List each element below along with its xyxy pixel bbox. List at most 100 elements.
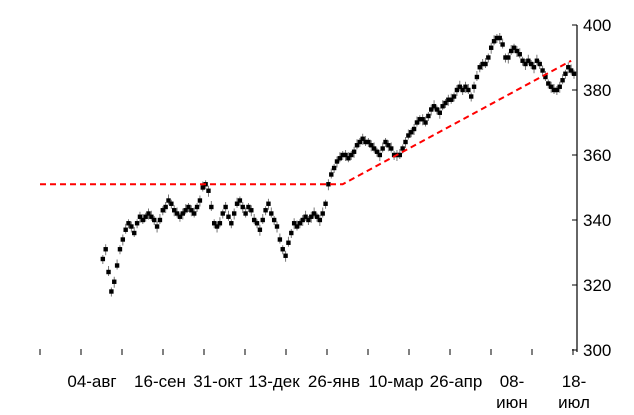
price-bar <box>114 259 120 270</box>
price-bar <box>383 138 388 147</box>
price-bar <box>554 86 560 95</box>
x-axis-ticks: 04-авг 16-сен 31-окт 13-дек 26-янв 10-мар 26-а… <box>39 349 590 412</box>
price-bar <box>160 206 165 216</box>
price-bar <box>449 93 454 104</box>
price-bar <box>180 208 185 220</box>
price-bar <box>157 214 163 224</box>
y-tick-label: 360 <box>583 146 611 165</box>
price-bar <box>426 112 431 121</box>
price-bar <box>112 276 117 288</box>
price-bar <box>206 185 211 197</box>
price-bar <box>263 206 268 216</box>
price-bar <box>557 81 562 93</box>
price-bar <box>548 81 554 93</box>
price-bar <box>226 210 231 221</box>
price-bar <box>511 43 517 53</box>
y-tick-label: 340 <box>583 211 611 230</box>
price-bar <box>260 214 265 224</box>
price-bar <box>568 64 574 75</box>
price-bar <box>337 152 343 163</box>
price-bar <box>251 214 257 224</box>
price-bar <box>309 211 314 223</box>
price-bar <box>526 54 531 65</box>
price-bar <box>389 142 394 153</box>
y-tick-label: 320 <box>583 276 611 295</box>
price-bar <box>323 199 328 209</box>
price-bar <box>229 219 234 229</box>
price-bar <box>460 86 465 95</box>
price-bar <box>214 221 220 233</box>
price-bar <box>192 207 197 218</box>
price-bar <box>317 215 323 226</box>
x-tick-label: 26-апр <box>430 372 483 391</box>
price-bar <box>486 53 491 63</box>
price-bar <box>320 207 325 218</box>
price-bar <box>494 34 500 43</box>
price-bar <box>152 216 157 225</box>
price-bar <box>466 84 471 94</box>
price-bar <box>269 207 274 218</box>
price-bar <box>146 208 151 220</box>
price-bar <box>477 63 482 73</box>
x-tick-label: 08-июн <box>496 372 528 412</box>
price-bar <box>506 52 511 64</box>
price-bar <box>234 197 240 208</box>
price-bar <box>306 216 311 225</box>
price-bar <box>109 287 114 297</box>
price-bar <box>451 92 457 102</box>
price-bar <box>280 245 285 255</box>
price-bar <box>369 140 374 152</box>
price-bar <box>546 79 551 89</box>
price-bar <box>331 164 337 173</box>
price-bar <box>289 229 294 238</box>
price-bar <box>488 42 494 54</box>
price-bar <box>534 54 540 65</box>
x-tick-label: 13-дек <box>248 372 300 391</box>
price-bar <box>294 220 300 231</box>
price-bar <box>463 81 468 93</box>
price-bar <box>420 114 425 126</box>
price-bar <box>423 116 428 127</box>
price-bar <box>468 92 474 102</box>
price-bar <box>266 198 271 210</box>
price-bar <box>300 215 305 226</box>
price-bar <box>431 100 437 111</box>
price-bar <box>500 38 505 49</box>
price-bar <box>386 140 391 152</box>
price-bar <box>257 224 263 236</box>
price-bar <box>551 84 557 94</box>
x-tick-label: 18-июл <box>558 372 590 412</box>
price-bar <box>120 234 126 246</box>
price-bar <box>528 60 534 69</box>
price-bar <box>249 205 254 217</box>
price-bar <box>140 214 146 224</box>
price-bar <box>434 105 440 115</box>
price-bar <box>297 219 303 229</box>
price-bar <box>497 33 502 44</box>
price-bar <box>103 244 108 256</box>
dashed-trendline <box>40 59 572 186</box>
price-bar <box>237 196 243 206</box>
price-bar <box>223 202 228 213</box>
x-tick-label: 31-окт <box>193 372 243 391</box>
price-bar <box>563 69 568 79</box>
price-bar <box>540 65 545 77</box>
price-bar <box>480 59 485 70</box>
x-tick-label: 16-сен <box>134 372 186 391</box>
price-bar <box>106 266 111 276</box>
price-bar <box>371 142 377 153</box>
price-bar <box>154 221 160 233</box>
price-bar <box>169 199 174 209</box>
x-tick-label: 10-мар <box>368 372 423 391</box>
price-bar <box>123 223 128 234</box>
price-bar <box>172 205 177 217</box>
price-bar <box>329 168 334 179</box>
price-bar <box>254 219 260 229</box>
price-bar <box>380 142 385 153</box>
price-bar <box>311 207 317 218</box>
price-bar <box>503 53 508 63</box>
price-bar <box>194 203 200 212</box>
price-bar <box>174 207 180 218</box>
price-bar <box>351 146 357 158</box>
